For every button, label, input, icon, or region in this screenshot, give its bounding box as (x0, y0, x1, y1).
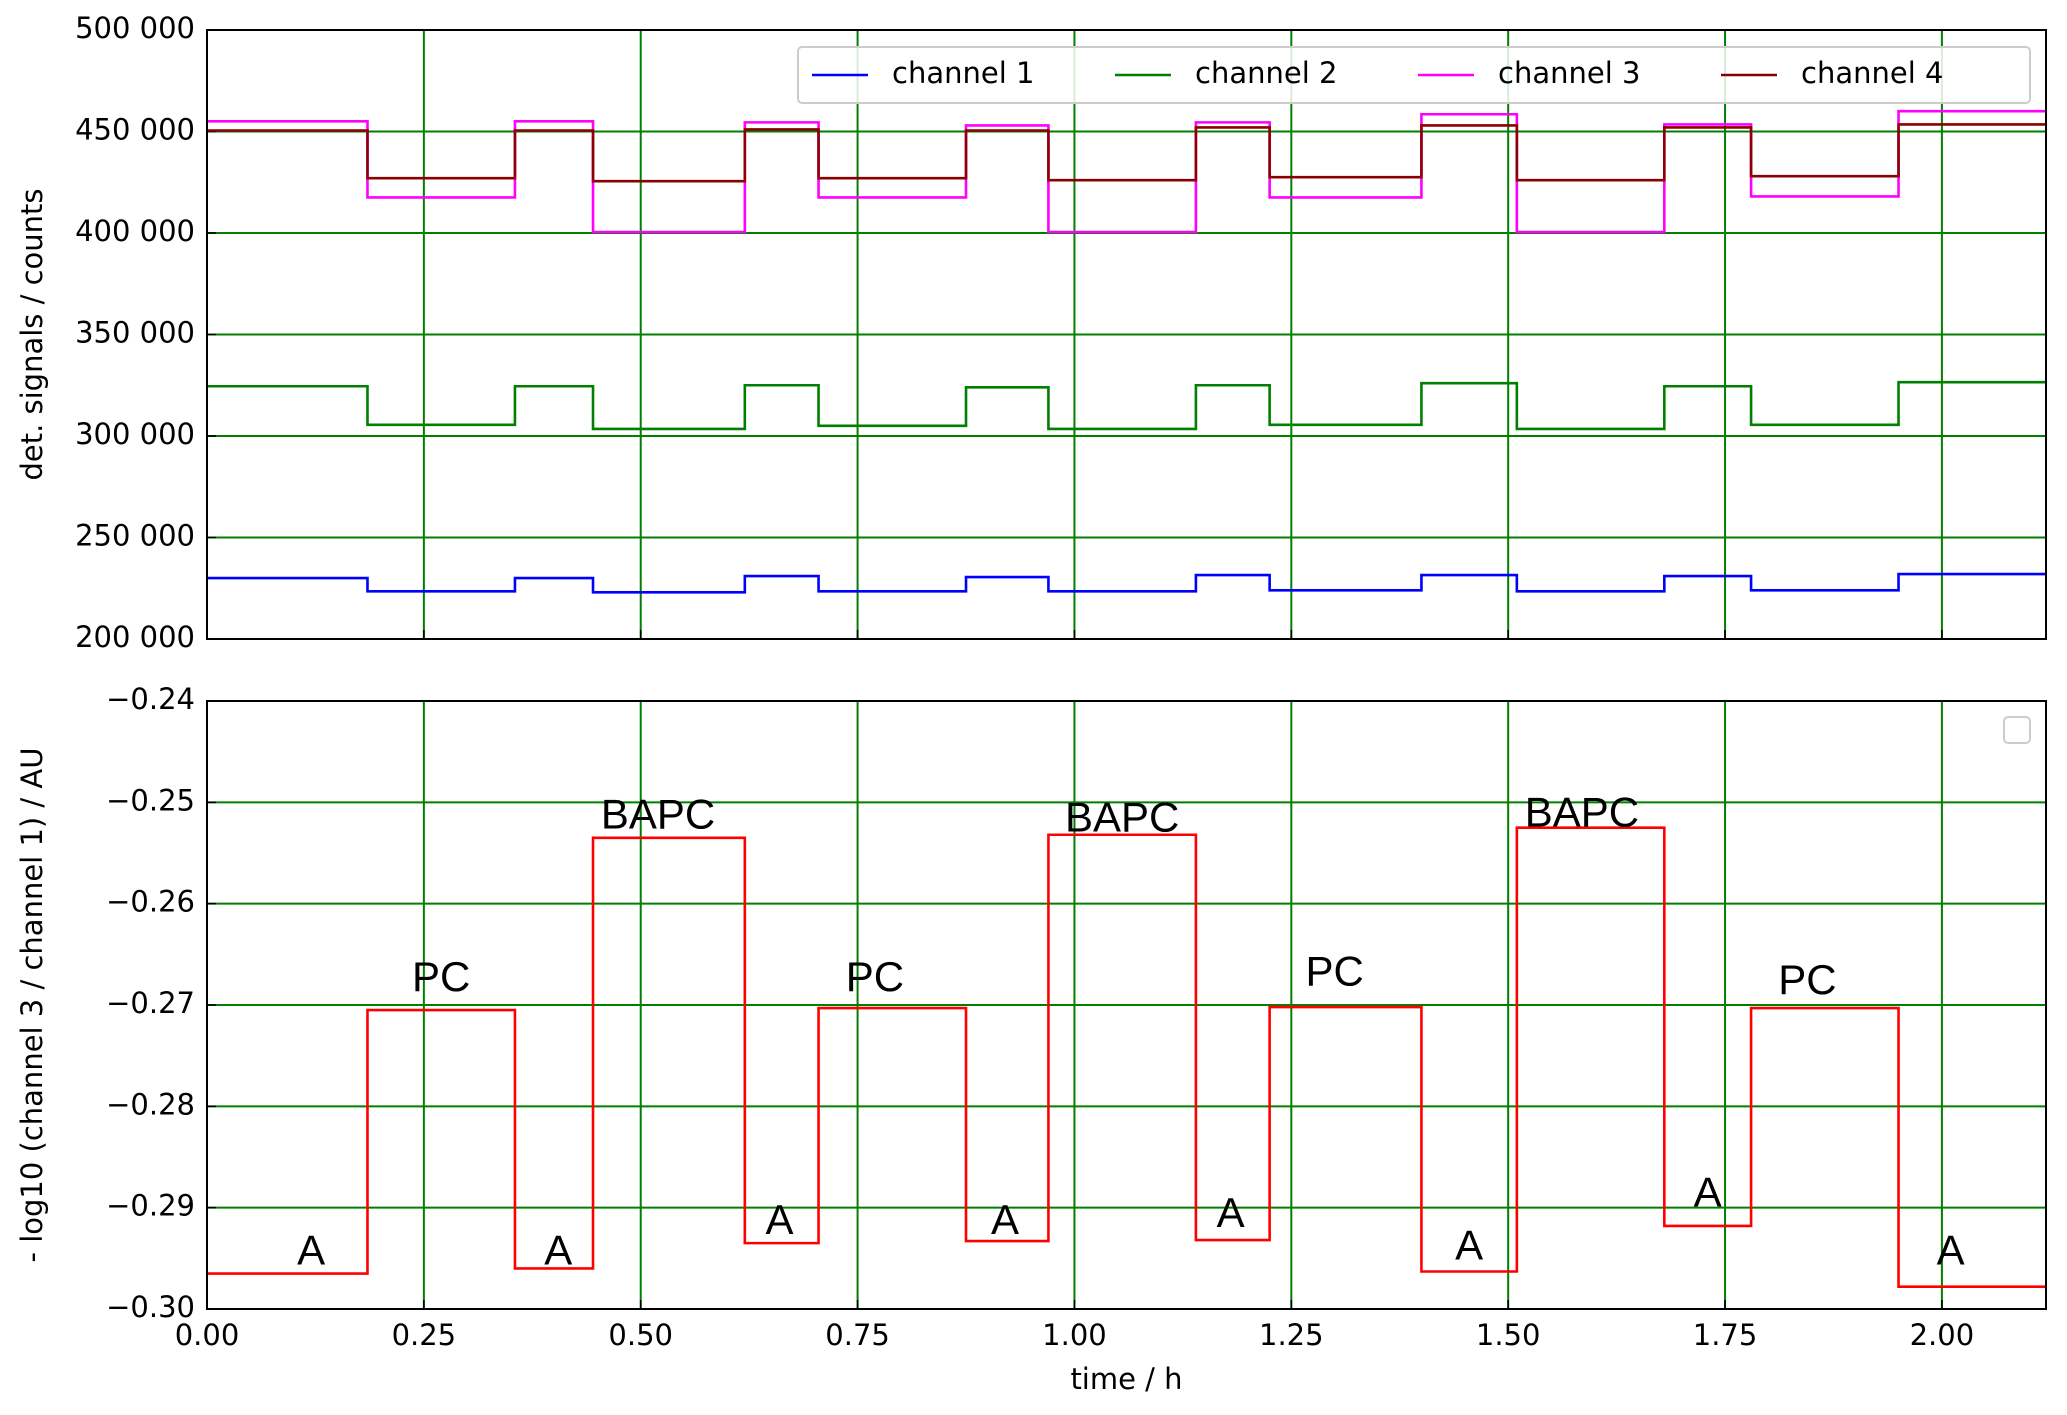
plot-frame (206, 29, 2047, 640)
legend-label: channel 4 (1801, 56, 1943, 90)
data-line (207, 109, 2046, 234)
annotation: A (544, 1226, 572, 1273)
x-tick-label: 2.00 (1910, 1318, 1975, 1352)
y-tick-label: 300 000 (75, 417, 195, 451)
y-tick-label: 400 000 (75, 214, 195, 248)
y-tick-label: −0.29 (106, 1189, 195, 1223)
y-tick-label: 500 000 (75, 11, 195, 45)
data-line (207, 123, 2046, 183)
y-tick-label: −0.28 (106, 1087, 195, 1121)
x-tick-label: 1.75 (1693, 1318, 1758, 1352)
y-tick-label: 200 000 (75, 620, 195, 654)
annotation: A (1937, 1226, 1965, 1273)
legend-label: channel 3 (1498, 56, 1640, 90)
y-tick-label: 350 000 (75, 316, 195, 350)
annotation: A (991, 1196, 1019, 1243)
annotation: PC (846, 953, 904, 1000)
legend-label: channel 1 (892, 56, 1034, 90)
y-axis-label: det. signals / counts (15, 188, 49, 480)
x-tick-label: 1.00 (1042, 1318, 1107, 1352)
annotation: PC (1778, 956, 1836, 1003)
y-tick-label: −0.27 (106, 986, 195, 1020)
annotation: A (1694, 1169, 1722, 1216)
data-line (207, 826, 2046, 1289)
empty-legend (2003, 716, 2031, 744)
annotation: A (1217, 1189, 1245, 1236)
y-tick-label: −0.25 (106, 783, 195, 817)
annotation: BAPC (1065, 794, 1179, 841)
y-axis-label: - log10 (channel 3 / channel 1) / AU (15, 748, 49, 1263)
x-tick-label: 1.50 (1476, 1318, 1541, 1352)
annotation: BAPC (601, 791, 715, 838)
y-tick-label: −0.30 (106, 1290, 195, 1324)
annotation: A (1455, 1221, 1483, 1268)
data-line (207, 572, 2046, 594)
annotation: BAPC (1525, 789, 1639, 836)
legend-label: channel 2 (1195, 56, 1337, 90)
x-tick-label: 0.50 (608, 1318, 673, 1352)
x-tick-label: 0.00 (175, 1318, 240, 1352)
y-tick-label: 250 000 (75, 519, 195, 553)
x-tick-label: 0.75 (825, 1318, 890, 1352)
x-tick-label: 0.25 (392, 1318, 457, 1352)
legend-box (797, 46, 2031, 104)
y-tick-label: 450 000 (75, 113, 195, 147)
annotation: A (766, 1196, 794, 1243)
y-tick-label: −0.26 (106, 885, 195, 919)
annotation: PC (1306, 948, 1364, 995)
annotation: PC (412, 953, 470, 1000)
plot-frame (206, 700, 2047, 1310)
x-axis-label: time / h (1070, 1362, 1182, 1396)
y-tick-label: −0.24 (106, 682, 195, 716)
data-line (207, 380, 2046, 431)
annotation: A (297, 1226, 325, 1273)
x-tick-label: 1.25 (1259, 1318, 1324, 1352)
